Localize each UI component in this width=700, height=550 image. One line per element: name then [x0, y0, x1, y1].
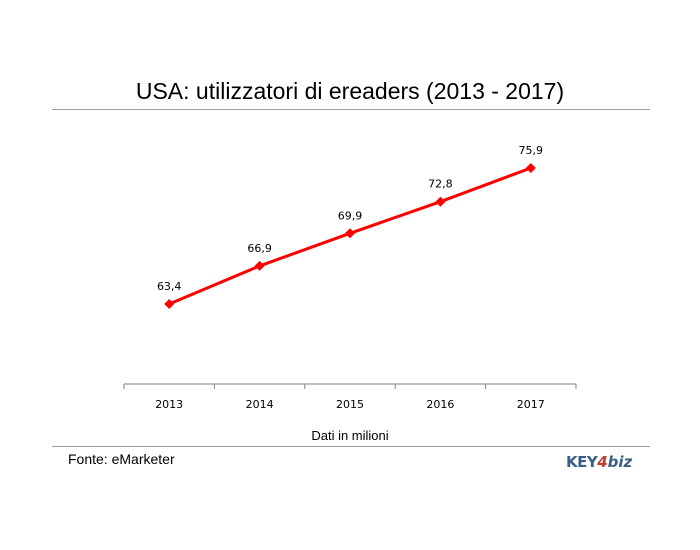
title-divider	[52, 109, 650, 110]
data-label-layer: 63,4 66,9 69,9 72,8 75,9	[157, 144, 543, 293]
marker-layer	[164, 163, 536, 309]
x-tick-label: 2013	[155, 398, 183, 411]
footer-divider	[52, 446, 650, 447]
chart-title: USA: utilizzatori di ereaders (2013 - 20…	[135, 78, 565, 104]
key4biz-logo: KEY4biz	[566, 453, 632, 473]
data-point-marker	[254, 260, 265, 271]
logo-four: 4	[597, 453, 608, 471]
source-note: Fonte: eMarketer	[68, 451, 175, 467]
data-point-marker	[525, 163, 536, 173]
data-point-marker	[435, 196, 446, 207]
x-axis: 2013 2014 2015 2016 2017	[123, 383, 577, 411]
data-label: 66,9	[247, 242, 272, 255]
data-label: 72,8	[428, 178, 453, 191]
x-axis-title: Dati in milioni	[311, 428, 389, 443]
x-tick-label: 2017	[517, 398, 545, 411]
data-label: 63,4	[157, 280, 182, 293]
logo-biz: biz	[607, 453, 633, 471]
data-point-marker	[345, 228, 355, 239]
x-tick-label: 2016	[426, 398, 454, 411]
data-label: 69,9	[338, 209, 363, 222]
data-label: 75,9	[519, 144, 544, 157]
x-tick-label: 2015	[336, 398, 364, 411]
data-point-marker	[164, 299, 175, 309]
logo-key: KEY	[566, 453, 598, 471]
x-tick-label: 2014	[246, 398, 274, 411]
